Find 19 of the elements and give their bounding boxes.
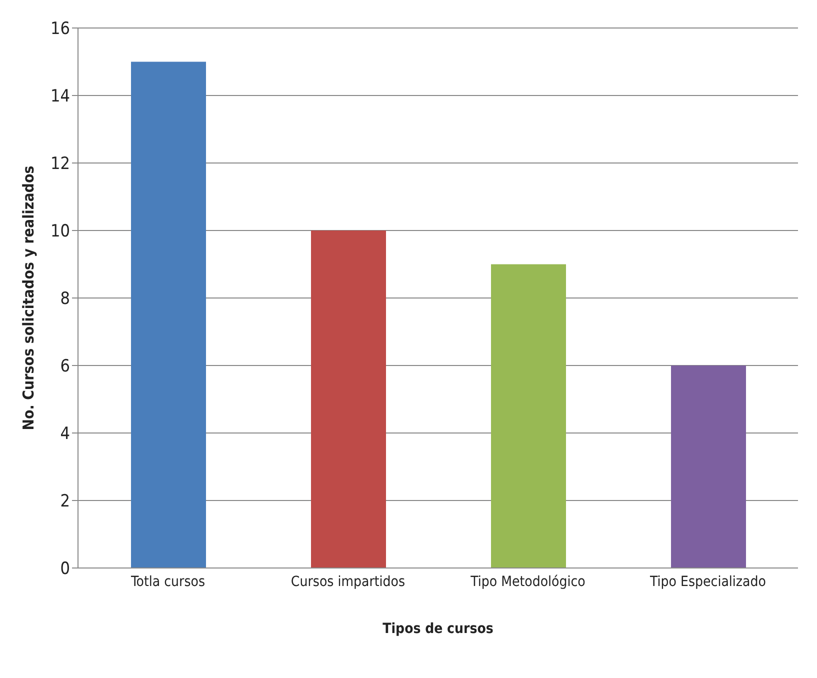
bar	[491, 264, 566, 568]
y-tick-label: 4	[60, 424, 70, 444]
y-tick-label: 0	[60, 559, 70, 580]
bar	[671, 366, 746, 568]
x-tick-label: Tipo Metodológico	[470, 574, 586, 590]
x-tick-label: Cursos impartidos	[290, 574, 406, 590]
y-tick-label: 2	[60, 492, 70, 512]
x-axis-title: Tipos de cursos	[382, 621, 494, 637]
y-tick-label: 8	[60, 289, 70, 310]
y-tick-label: 16	[50, 19, 70, 40]
bar	[311, 230, 386, 568]
y-tick-label: 14	[50, 86, 70, 107]
y-axis-title: No. Cursos solicitados y realizados	[19, 166, 38, 430]
y-tick-label: 12	[50, 154, 70, 174]
bar	[131, 62, 206, 568]
x-tick-label: Tipo Especializado	[649, 574, 766, 590]
y-tick-label: 10	[50, 222, 70, 242]
x-tick-label: Totla cursos	[130, 574, 206, 590]
y-tick-label: 6	[60, 356, 70, 377]
